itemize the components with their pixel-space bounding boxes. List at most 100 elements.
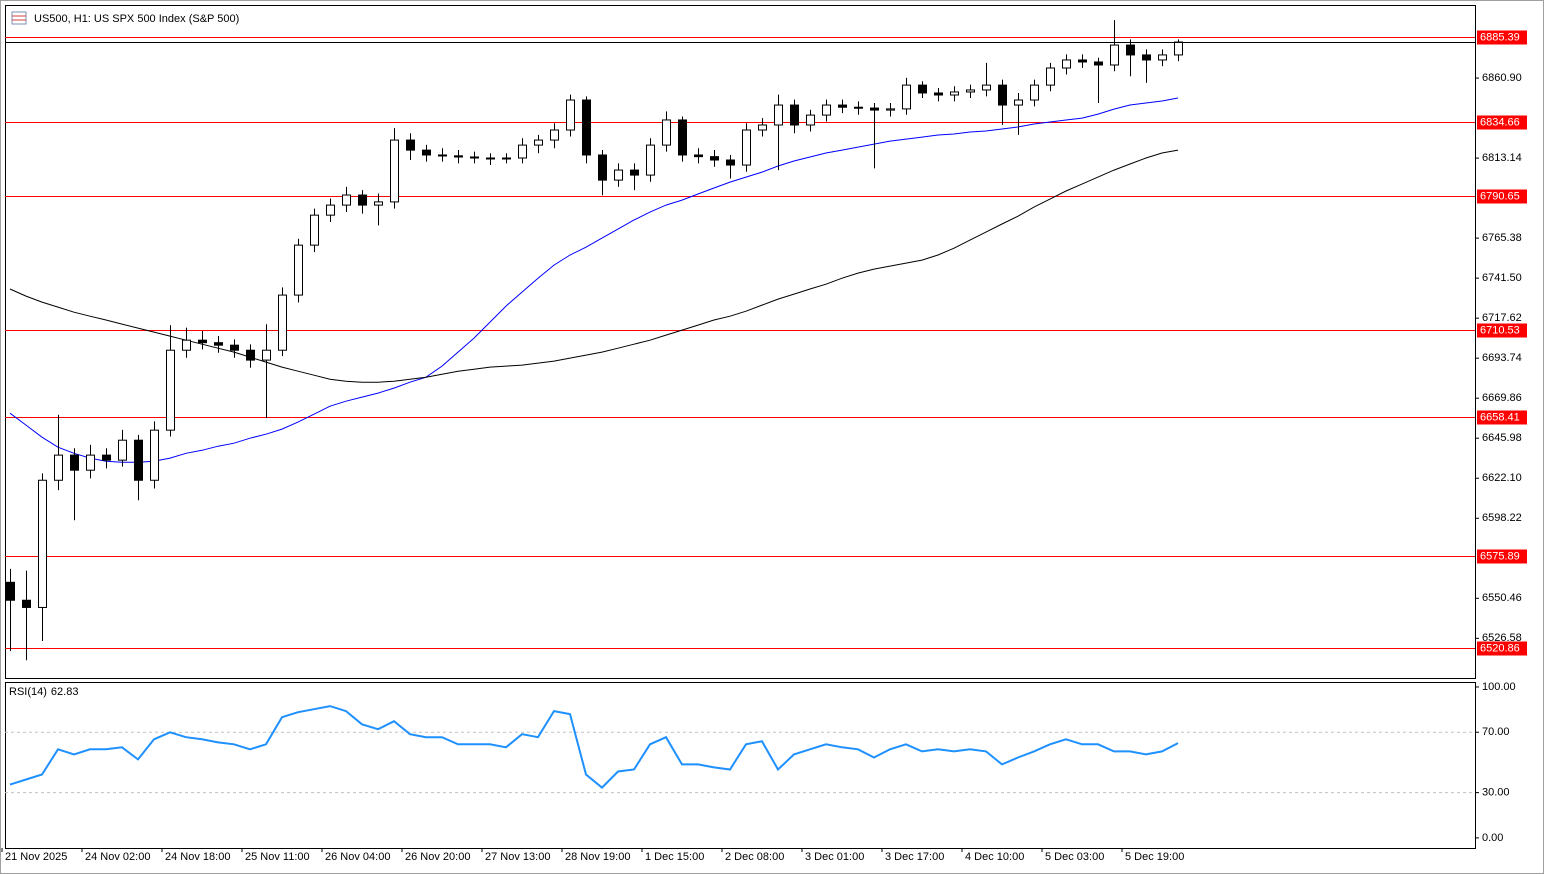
candle-body bbox=[1126, 44, 1135, 56]
rsi-line bbox=[9, 705, 1179, 789]
x-tick-label: 2 Dec 08:00 bbox=[725, 851, 784, 863]
candle-body bbox=[566, 99, 575, 131]
candle-body bbox=[326, 204, 335, 216]
y-tick-label: 6741.50 bbox=[1482, 272, 1522, 284]
moving-average bbox=[9, 149, 1179, 383]
rsi-pane bbox=[5, 682, 1476, 849]
candle-body bbox=[166, 349, 175, 431]
y-tick-label: 30.00 bbox=[1482, 787, 1510, 799]
y-tick-label: 70.00 bbox=[1482, 726, 1510, 738]
candle-body bbox=[742, 129, 751, 166]
candle-body bbox=[150, 429, 159, 481]
candle-body bbox=[854, 106, 863, 109]
candle-body bbox=[70, 454, 79, 471]
y-tick-label: 6526.58 bbox=[1482, 632, 1522, 644]
y-tick-label: 6550.46 bbox=[1482, 592, 1522, 604]
candle-body bbox=[134, 439, 143, 481]
candle-body bbox=[310, 214, 319, 246]
candle-body bbox=[902, 84, 911, 110]
level-label: 6520.86 bbox=[1480, 642, 1520, 654]
candle-body bbox=[710, 156, 719, 161]
x-tick-label: 27 Nov 13:00 bbox=[485, 851, 550, 863]
y-tick-label: 6765.38 bbox=[1482, 232, 1522, 244]
candle-body bbox=[918, 84, 927, 94]
y-tick-label: 6860.90 bbox=[1482, 72, 1522, 84]
candle-body bbox=[966, 89, 975, 93]
candle-body bbox=[982, 84, 991, 91]
level-label-bg bbox=[1477, 641, 1527, 656]
candle-body bbox=[54, 454, 63, 481]
candle-body bbox=[598, 154, 607, 181]
candle-body bbox=[470, 156, 479, 159]
candle-body bbox=[646, 144, 655, 176]
candle-body bbox=[934, 92, 943, 96]
candle-body bbox=[1094, 61, 1103, 66]
candle-body bbox=[38, 479, 47, 608]
candle-body bbox=[1158, 54, 1167, 61]
level-label: 6885.39 bbox=[1480, 31, 1520, 43]
candle-body bbox=[294, 244, 303, 296]
candle-body bbox=[518, 144, 527, 159]
level-label-bg bbox=[1477, 549, 1527, 564]
candle-body bbox=[118, 439, 127, 461]
candle-body bbox=[1062, 59, 1071, 69]
level-label-bg bbox=[1477, 323, 1527, 338]
level-label: 6658.41 bbox=[1480, 411, 1520, 423]
candle-body bbox=[1046, 67, 1055, 86]
candle-body bbox=[182, 339, 191, 351]
candle-body bbox=[1014, 99, 1023, 106]
candle-body bbox=[630, 169, 639, 176]
level-label-bg bbox=[1477, 115, 1527, 130]
y-tick-label: 0.00 bbox=[1482, 832, 1503, 844]
candle-body bbox=[22, 599, 31, 608]
candle-body bbox=[678, 119, 687, 156]
y-tick-label: 6813.14 bbox=[1482, 152, 1522, 164]
x-tick-label: 1 Dec 15:00 bbox=[645, 851, 704, 863]
indicator-value: 62.83 bbox=[51, 686, 79, 698]
candle-body bbox=[774, 104, 783, 126]
candle-body bbox=[374, 201, 383, 206]
candle-body bbox=[1078, 59, 1087, 63]
x-tick-label: 28 Nov 19:00 bbox=[565, 851, 630, 863]
x-tick-label: 5 Dec 03:00 bbox=[1045, 851, 1104, 863]
level-label: 6790.65 bbox=[1480, 190, 1520, 202]
level-label: 6575.89 bbox=[1480, 550, 1520, 562]
level-label-bg bbox=[1477, 189, 1527, 204]
x-tick-label: 26 Nov 04:00 bbox=[325, 851, 390, 863]
candle-body bbox=[726, 159, 735, 166]
candle-body bbox=[86, 454, 95, 471]
candle-body bbox=[886, 108, 895, 111]
y-tick-label: 6669.86 bbox=[1482, 392, 1522, 404]
candle-body bbox=[214, 342, 223, 346]
x-tick-label: 3 Dec 17:00 bbox=[885, 851, 944, 863]
candle-body bbox=[694, 154, 703, 158]
x-tick-label: 24 Nov 02:00 bbox=[85, 851, 150, 863]
candle-body bbox=[422, 149, 431, 156]
level-label: 6710.53 bbox=[1480, 324, 1520, 336]
level-label: 6834.66 bbox=[1480, 116, 1520, 128]
y-tick-label: 6622.10 bbox=[1482, 472, 1522, 484]
x-tick-label: 26 Nov 20:00 bbox=[405, 851, 470, 863]
candle-body bbox=[6, 581, 15, 601]
candle-body bbox=[486, 157, 495, 160]
y-tick-label: 6717.62 bbox=[1482, 312, 1522, 324]
x-tick-label: 4 Dec 10:00 bbox=[965, 851, 1024, 863]
x-tick-label: 21 Nov 2025 bbox=[5, 851, 67, 863]
candle-body bbox=[950, 91, 959, 96]
candle-body bbox=[230, 344, 239, 351]
x-tick-label: 5 Dec 19:00 bbox=[1125, 851, 1184, 863]
candle-body bbox=[534, 139, 543, 146]
candle-body bbox=[1174, 41, 1183, 56]
candle-body bbox=[614, 169, 623, 181]
candle-body bbox=[438, 154, 447, 157]
candle-body bbox=[870, 107, 879, 111]
candle-body bbox=[358, 194, 367, 206]
candle-body bbox=[838, 104, 847, 108]
candle-body bbox=[502, 157, 511, 160]
candle-body bbox=[390, 139, 399, 203]
indicator-title: RSI(14) bbox=[9, 686, 47, 698]
candle-body bbox=[998, 84, 1007, 106]
